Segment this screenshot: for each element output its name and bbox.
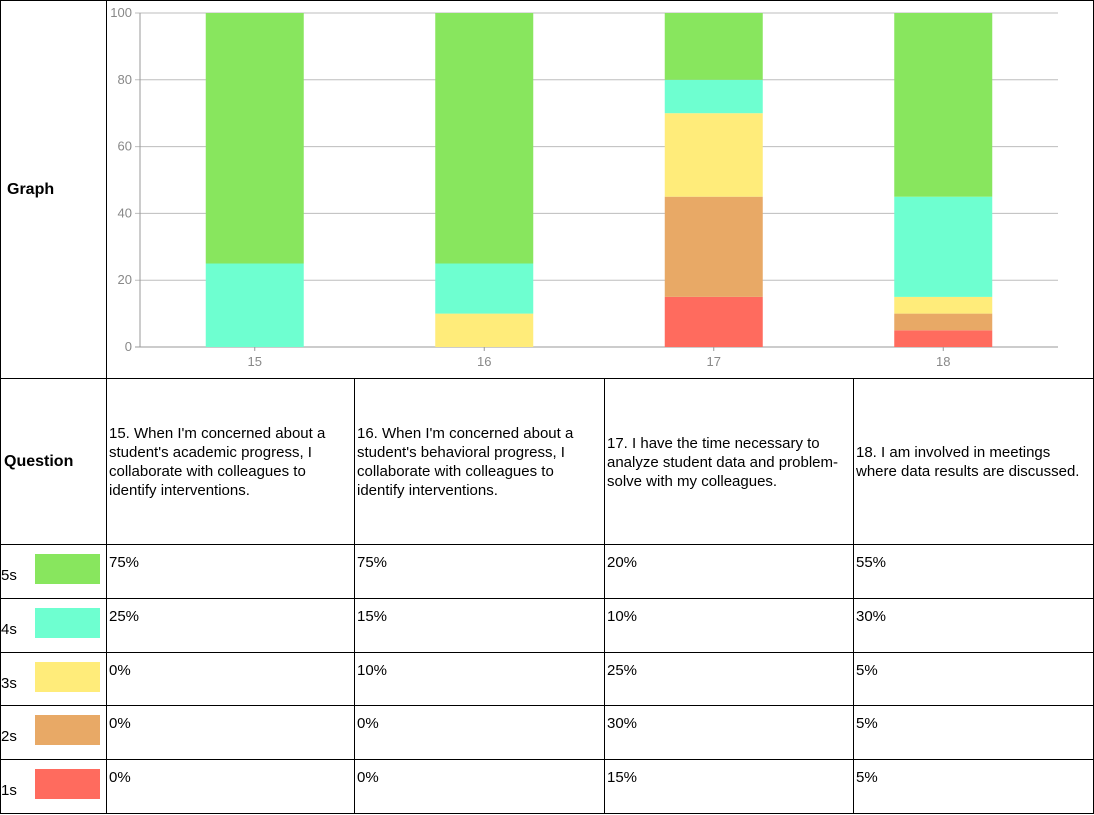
legend-5s-label: 5s (1, 567, 17, 584)
bar-17-4s (664, 79, 763, 114)
chart-y-ticks: 0 20 40 60 80 100 (110, 5, 132, 354)
pct-16-1s: 0% (357, 769, 379, 786)
bar-17-3s (664, 113, 763, 197)
pct-17-1s: 15% (607, 769, 638, 786)
pct-17-5s: 20% (607, 554, 638, 571)
stacked-bar-chart: 0 20 40 60 80 100 15 16 17 18 (110, 5, 1058, 369)
legend-2s-label: 2s (1, 728, 17, 745)
pct-15-4s: 25% (109, 608, 140, 625)
y-tick-label-40: 40 (118, 205, 132, 220)
legend-4s-label: 4s (1, 621, 17, 638)
table-divider-col-2 (604, 379, 605, 814)
graph-row-label: Graph (7, 180, 55, 198)
pct-18-4s: 30% (856, 608, 887, 625)
table-divider-col-3 (853, 379, 854, 814)
question-16-text: 16. When I'm concerned about a student's… (357, 425, 574, 499)
legend-1s-swatch (35, 769, 100, 799)
legend-1s: 1s (0, 760, 107, 813)
question-row-label: Question (4, 453, 74, 470)
pct-18-2s: 5% (856, 715, 878, 732)
legend-4s-swatch (35, 608, 100, 638)
bar-16-3s (435, 313, 534, 347)
bar-15-5s (205, 13, 304, 264)
y-tick-label-0: 0 (125, 339, 132, 354)
y-tick-label-80: 80 (118, 72, 132, 87)
legend-2s-swatch (35, 715, 100, 745)
table-divider-row-4 (0, 652, 1094, 653)
x-tick-label-17: 17 (707, 354, 721, 369)
pct-16-5s: 75% (357, 554, 388, 571)
bar-17-2s (664, 196, 763, 297)
y-tick-label-60: 60 (118, 139, 132, 154)
legend-1s-label: 1s (1, 782, 17, 799)
pct-16-4s: 15% (357, 608, 388, 625)
x-tick-label-16: 16 (477, 354, 491, 369)
pct-16-2s: 0% (357, 715, 379, 732)
x-tick-label-15: 15 (248, 354, 262, 369)
table-divider-label (106, 0, 107, 814)
legend-5s: 5s (0, 545, 107, 599)
table-divider-row-1 (0, 378, 1094, 379)
pct-16-3s: 10% (357, 662, 388, 679)
pct-15-2s: 0% (109, 715, 131, 732)
y-tick-label-100: 100 (110, 5, 132, 20)
question-18-text: 18. I am involved in meetings where data… (856, 444, 1080, 480)
table-divider-row-6 (0, 759, 1094, 760)
legend-5s-swatch (35, 554, 100, 584)
table-border-bottom (0, 813, 1094, 814)
legend-2s: 2s (0, 706, 107, 760)
question-15-text: 15. When I'm concerned about a student's… (109, 425, 326, 499)
pct-17-2s: 30% (607, 715, 638, 732)
question-17-text: 17. I have the time necessary to analyze… (607, 434, 838, 490)
pct-15-3s: 0% (109, 662, 131, 679)
bar-18-3s (894, 296, 993, 314)
pct-17-3s: 25% (607, 662, 638, 679)
bar-18-4s (894, 196, 993, 297)
bar-18-5s (894, 13, 993, 197)
pct-15-5s: 75% (109, 554, 140, 571)
pct-18-1s: 5% (856, 769, 878, 786)
y-tick-label-20: 20 (118, 272, 132, 287)
pct-17-4s: 10% (607, 608, 638, 625)
bar-18-2s (894, 313, 993, 331)
bar-18-1s (894, 330, 993, 347)
bar-16-5s (435, 13, 534, 264)
legend-3s: 3s (0, 653, 107, 706)
pct-18-5s: 55% (856, 554, 887, 571)
bar-16-4s (435, 263, 534, 314)
table-border-left (0, 0, 1, 814)
legend-3s-swatch (35, 662, 100, 692)
table-border-top (0, 0, 1094, 1)
table-divider-row-3 (0, 598, 1094, 599)
legend-4s: 4s (0, 599, 107, 653)
chart-x-ticks: 15 16 17 18 (248, 347, 950, 369)
x-tick-label-18: 18 (936, 354, 950, 369)
legend-3s-label: 3s (1, 675, 17, 692)
bar-15-4s (205, 263, 304, 347)
bar-17-5s (664, 13, 763, 80)
table-divider-row-2 (0, 544, 1094, 545)
pct-18-3s: 5% (856, 662, 878, 679)
pct-15-1s: 0% (109, 769, 131, 786)
bar-17-1s (664, 296, 763, 347)
table-divider-row-5 (0, 705, 1094, 706)
chart-bars (205, 13, 993, 347)
table-divider-col-1 (354, 379, 355, 814)
